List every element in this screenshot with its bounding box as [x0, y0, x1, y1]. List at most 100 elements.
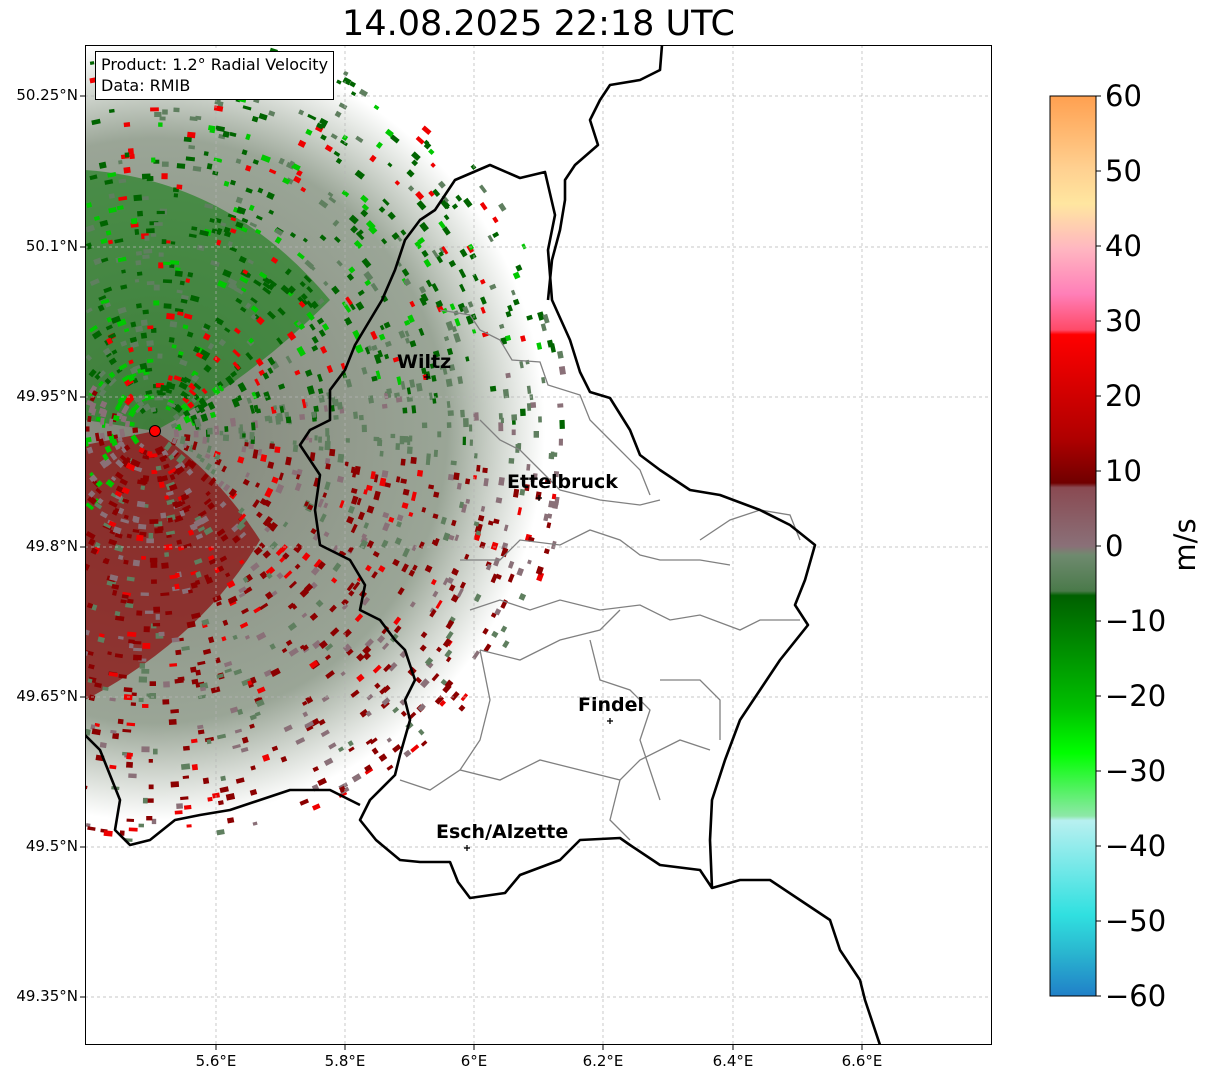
radar-gate — [397, 587, 405, 596]
radar-gate — [420, 631, 428, 639]
radar-gate — [325, 670, 335, 679]
radar-gate — [98, 382, 107, 392]
radar-gate — [504, 335, 512, 342]
radar-gate — [114, 544, 124, 553]
radar-gate — [347, 505, 355, 514]
radar-gate — [317, 498, 325, 508]
radar-gate — [201, 618, 210, 626]
radar-gate — [206, 445, 212, 453]
radar-gate — [217, 280, 228, 289]
radar-gate — [364, 279, 372, 287]
radar-gate — [161, 161, 169, 167]
radar-gate — [145, 798, 154, 803]
lon-tick-label: 6.4°E — [712, 1052, 754, 1070]
radar-gate — [318, 718, 326, 726]
radar-gate — [515, 264, 523, 272]
lon-tick-label: 5.8°E — [324, 1052, 366, 1070]
radar-gate — [172, 413, 181, 422]
radar-gate — [87, 826, 96, 831]
radar-gate — [209, 411, 217, 419]
radar-gate — [210, 468, 217, 475]
radar-gate — [128, 359, 134, 365]
radar-gate — [264, 415, 271, 422]
radar-gate — [203, 498, 212, 506]
radar-gate — [94, 432, 100, 442]
radar-gate — [403, 278, 412, 287]
radar-gate — [323, 531, 330, 538]
radar-gate — [392, 706, 400, 714]
radar-gate — [100, 409, 108, 418]
radar-gate — [223, 661, 233, 668]
radar-gate — [108, 520, 117, 528]
radar-gate — [145, 367, 153, 373]
radar-gate — [136, 395, 146, 403]
radar-gate — [341, 189, 350, 198]
radar-gate — [171, 637, 180, 643]
radar-gate — [407, 314, 415, 324]
radar-gate — [469, 424, 473, 432]
radar-gate — [391, 232, 400, 241]
radar-gate — [267, 356, 276, 366]
radar-gate — [502, 388, 510, 399]
radar-gate — [88, 694, 96, 702]
radar-gate — [278, 157, 285, 165]
radar-gate — [443, 203, 450, 210]
radar-gate — [311, 803, 321, 811]
radar-gate — [158, 122, 163, 127]
radar-gate — [339, 139, 348, 147]
radar-gate — [197, 526, 206, 533]
radar-gate — [149, 681, 156, 686]
radar-gate — [250, 297, 258, 304]
radar-gate — [201, 325, 209, 332]
radar-gate — [266, 572, 273, 580]
radar-gate — [310, 566, 320, 576]
radar-gate — [392, 356, 400, 363]
radar-gate — [194, 515, 202, 522]
radar-gate — [183, 415, 191, 424]
radar-gate — [153, 222, 163, 226]
radar-gate — [487, 234, 494, 243]
radar-gate — [136, 303, 142, 309]
radar-gate — [138, 676, 148, 683]
radar-gate — [268, 110, 276, 117]
radar-gate — [120, 599, 127, 604]
radar-gate — [163, 441, 173, 451]
radar-gate — [123, 559, 129, 565]
radar-gate — [237, 456, 245, 464]
radar-gate — [479, 541, 486, 549]
radar-gate — [494, 608, 502, 616]
radar-gate — [457, 376, 464, 385]
radar-gate — [311, 411, 317, 418]
radar-gate — [369, 154, 377, 163]
radar-gate — [330, 133, 338, 140]
radar-gate — [431, 283, 439, 292]
radar-gate — [170, 260, 180, 265]
radar-gate — [224, 668, 232, 674]
radar-gate — [302, 711, 309, 718]
radar-gate — [319, 513, 327, 523]
radar-gate — [384, 482, 391, 488]
radar-gate — [408, 569, 416, 577]
radar-gate — [254, 228, 262, 235]
radar-gate — [400, 229, 407, 236]
radar-gate — [262, 753, 271, 762]
radar-gate — [131, 692, 137, 697]
radar-gate — [188, 388, 197, 397]
radar-gate — [147, 346, 153, 352]
radar-gate — [108, 206, 117, 214]
radar-gate — [336, 475, 344, 483]
radar-gate — [483, 643, 492, 653]
radar-gate — [283, 724, 293, 733]
radar-gate — [195, 571, 202, 579]
radar-gate — [363, 271, 374, 282]
radar-gate — [437, 431, 442, 438]
radar-gate — [383, 321, 391, 329]
radar-gate — [100, 299, 106, 305]
radar-gate — [121, 269, 126, 274]
radar-gate — [222, 269, 232, 278]
radar-gate — [216, 829, 225, 836]
radar-gate — [231, 397, 240, 408]
radar-gate — [134, 278, 140, 283]
radar-gate — [371, 747, 379, 755]
radar-gate — [349, 80, 357, 88]
